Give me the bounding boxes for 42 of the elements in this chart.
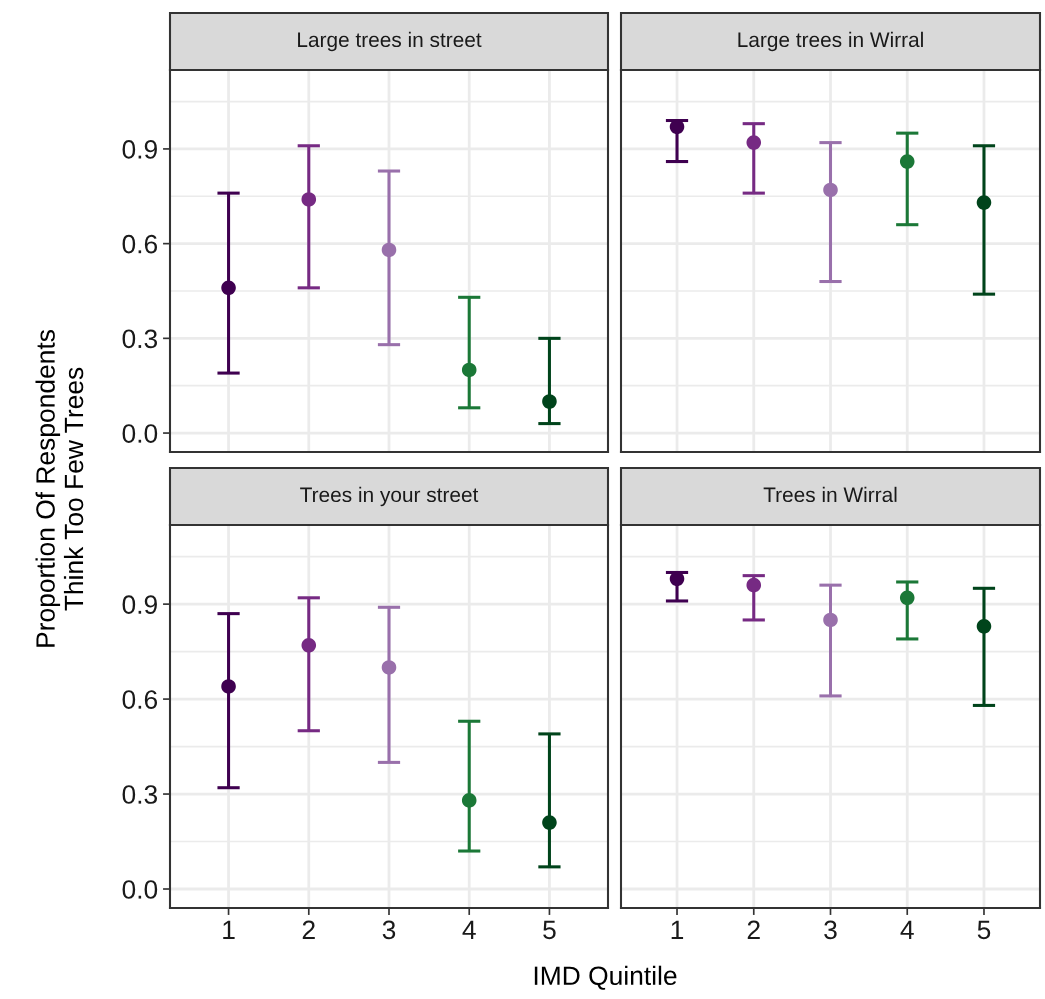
x-tick-label: 1	[671, 920, 684, 939]
y-tick-label: 0.6	[122, 234, 158, 254]
chart-title: Large trees in Wirral	[738, 31, 923, 52]
x-tick-label: 3	[824, 920, 837, 940]
point	[542, 394, 557, 409]
point	[976, 619, 992, 634]
point	[381, 242, 397, 258]
point	[746, 577, 762, 593]
chart-title: Trees in your street	[300, 486, 479, 507]
point	[976, 195, 992, 210]
point	[746, 135, 762, 150]
x-tick-label: 1	[223, 920, 235, 939]
point	[899, 590, 915, 606]
y-tick-label: 0.0	[122, 880, 158, 899]
x-tick-label: 2	[302, 920, 315, 939]
x-tick-label: 2	[747, 920, 760, 939]
y-tick-label: 0.9	[122, 595, 157, 614]
point	[301, 638, 317, 653]
point	[381, 660, 397, 675]
point	[301, 192, 317, 207]
point	[461, 793, 477, 808]
chart-title: Large trees in street	[298, 31, 482, 52]
point	[461, 362, 477, 378]
x-tick-label: 4	[462, 920, 476, 939]
y-tick-label: 0.3	[122, 329, 158, 349]
point	[221, 280, 236, 296]
point	[542, 815, 557, 830]
point	[899, 154, 915, 169]
chart-title: Trees in Wirral	[763, 486, 897, 503]
y-tick-label: 0.9	[122, 140, 157, 159]
y-axis-title: Proportion Of Respondents Think Too Few Trees	[35, 330, 84, 647]
y-tick-label: 0.6	[122, 690, 158, 709]
point	[823, 612, 838, 628]
point	[823, 182, 838, 198]
x-tick-label: 3	[382, 920, 396, 940]
y-tick-label: 0.0	[122, 424, 158, 443]
x-tick-label: 5	[977, 920, 991, 940]
y-tick-label: 0.3	[122, 785, 158, 804]
point	[221, 679, 236, 694]
x-tick-label: 5	[543, 920, 556, 940]
x-axis-title: IMD Quintile	[534, 965, 677, 990]
x-tick-label: 4	[900, 920, 914, 939]
